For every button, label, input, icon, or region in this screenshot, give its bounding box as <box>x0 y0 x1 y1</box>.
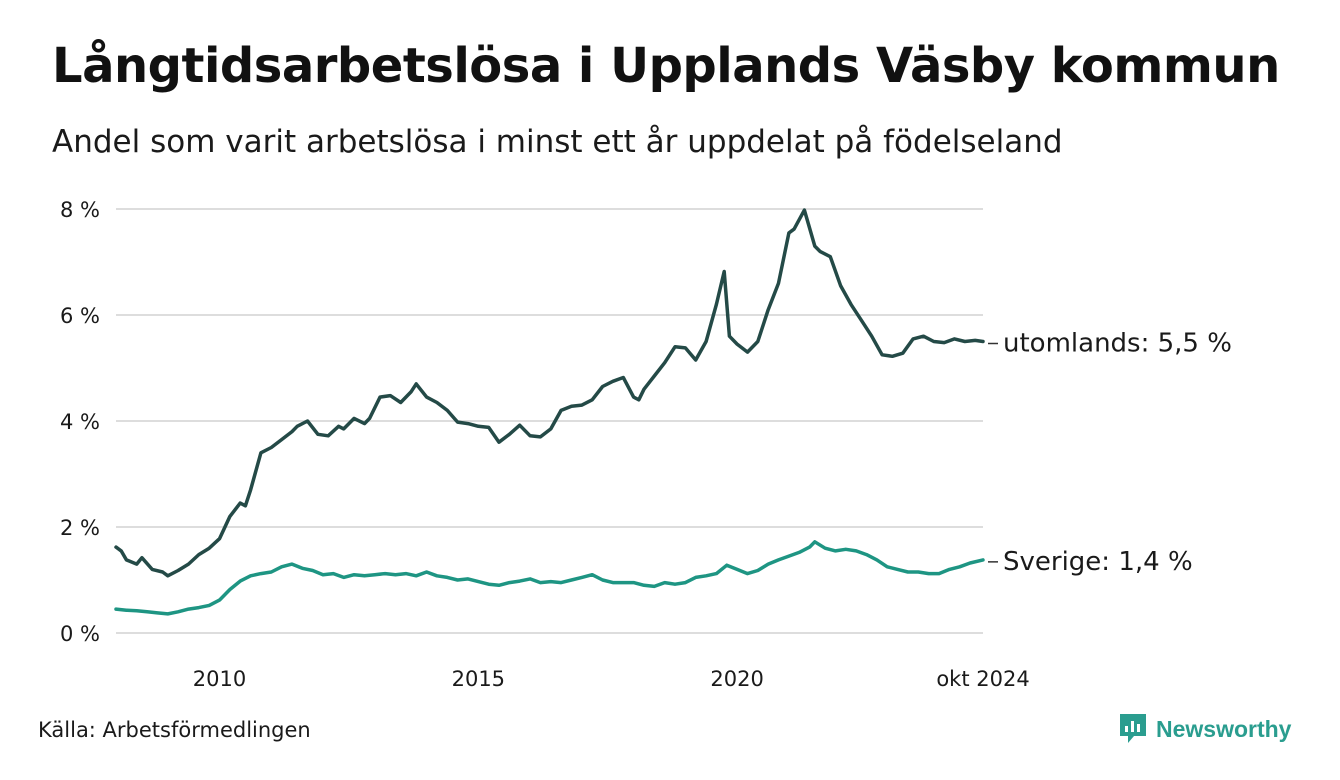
chart-subtitle: Andel som varit arbetslösa i minst ett å… <box>52 124 1063 160</box>
newsworthy-logo-icon <box>1120 714 1146 743</box>
y-tick-label: 4 % <box>60 410 100 434</box>
gridlines <box>116 208 983 634</box>
series-end-label-utomlands: utomlands: 5,5 % <box>1003 329 1232 359</box>
x-tick-label: 2015 <box>452 667 505 691</box>
y-tick-label: 2 % <box>60 516 100 540</box>
brand-name: Newsworthy <box>1156 715 1292 742</box>
chart-title: Långtidsarbetslösa i Upplands Väsby komm… <box>52 38 1280 94</box>
x-tick-label: 2010 <box>193 667 246 691</box>
y-tick-label: 8 % <box>60 198 100 222</box>
series-line-sverige <box>114 540 985 616</box>
x-tick-label: okt 2024 <box>936 667 1029 691</box>
series-line-utomlands <box>114 208 985 578</box>
y-tick-label: 0 % <box>60 622 100 646</box>
series-end-labels: utomlands: 5,5 % Sverige: 1,4 % <box>988 329 1232 577</box>
x-axis-tick-labels: 2010 2015 2020 okt 2024 <box>193 667 1030 691</box>
y-tick-label: 6 % <box>60 304 100 328</box>
brand-logo: Newsworthy <box>1118 712 1291 746</box>
x-tick-label: 2020 <box>710 667 763 691</box>
y-axis-tick-labels: 0 % 2 % 4 % 6 % 8 % <box>60 198 100 646</box>
source-note: Källa: Arbetsförmedlingen <box>38 718 311 742</box>
series-lines <box>114 208 985 616</box>
series-end-label-sverige: Sverige: 1,4 % <box>1003 547 1193 577</box>
